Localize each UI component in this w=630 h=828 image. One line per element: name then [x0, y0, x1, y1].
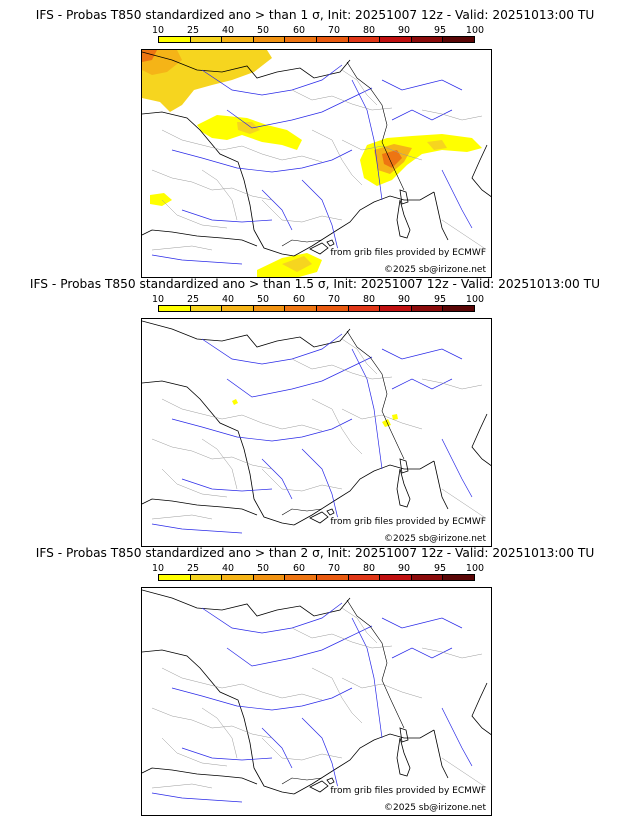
colorbar-segment [222, 37, 254, 42]
source-credit: from grib files provided by ECMWF [329, 517, 487, 527]
colorbar-segment [159, 575, 191, 580]
colorbar-segment [380, 575, 412, 580]
colorbar-segment [443, 575, 474, 580]
coastlines [142, 589, 491, 795]
colorbar-tick-label: 80 [362, 25, 376, 36]
source-credit: from grib files provided by ECMWF [329, 786, 487, 796]
colorbar-segment [411, 306, 444, 311]
colorbar-tick-label: 100 [465, 563, 485, 574]
colorbar-segment [411, 37, 444, 42]
colorbar-segment [316, 306, 349, 311]
colorbar-segment [411, 575, 444, 580]
rivers [151, 602, 473, 803]
colorbar-tick-label: 95 [433, 25, 447, 36]
colorbar-segment [348, 575, 381, 580]
rivers [151, 64, 473, 265]
colorbar-tick-label: 90 [397, 25, 411, 36]
map-title: IFS - Probas T850 standardized ano > tha… [35, 546, 595, 560]
colorbar-labels: 10 25 40 50 60 70 80 90 95 100 [0, 563, 630, 575]
colorbar-tick-label: 90 [397, 563, 411, 574]
colorbar-tick-label: 10 [151, 25, 165, 36]
borders [151, 607, 488, 789]
colorbar-segment [159, 37, 191, 42]
colorbar-segment [285, 306, 317, 311]
country-borders [281, 599, 405, 785]
probability-fields [232, 399, 398, 427]
colorbar-tick-label: 60 [292, 294, 306, 305]
map-frame: from grib files provided by ECMWF ©2025 … [141, 49, 492, 278]
colorbar-tick-label: 70 [327, 294, 341, 305]
borders [151, 338, 488, 520]
colorbar-segment [316, 37, 349, 42]
colorbar-tick-label: 50 [256, 25, 270, 36]
colorbar-segment [316, 575, 349, 580]
colorbar-tick-label: 70 [327, 25, 341, 36]
colorbar-segment [380, 37, 412, 42]
colorbar-segment [190, 306, 223, 311]
colorbar-tick-label: 90 [397, 294, 411, 305]
colorbar-labels: 10 25 40 50 60 70 80 90 95 100 [0, 294, 630, 306]
colorbar-segment [253, 575, 286, 580]
map-panel-3: IFS - Probas T850 standardized ano > tha… [0, 546, 630, 818]
map-frame: from grib files provided by ECMWF ©2025 … [141, 318, 492, 547]
source-credit: from grib files provided by ECMWF [329, 248, 487, 258]
map-title: IFS - Probas T850 standardized ano > tha… [35, 8, 595, 22]
colorbar-tick-label: 50 [256, 294, 270, 305]
colorbar-tick-label: 100 [465, 25, 485, 36]
colorbar-segment [348, 37, 381, 42]
colorbar-segment [159, 306, 191, 311]
map-canvas [142, 50, 491, 277]
colorbar-tick-label: 50 [256, 563, 270, 574]
colorbar-tick-label: 10 [151, 563, 165, 574]
colorbar-tick-label: 60 [292, 25, 306, 36]
colorbar-segment [222, 306, 254, 311]
copyright: ©2025 sb@irizone.net [383, 265, 487, 275]
colorbar [158, 574, 475, 581]
coastlines [142, 320, 491, 526]
map-title: IFS - Probas T850 standardized ano > tha… [29, 277, 601, 291]
colorbar-tick-label: 95 [433, 563, 447, 574]
colorbar-tick-label: 25 [186, 294, 200, 305]
copyright: ©2025 sb@irizone.net [383, 534, 487, 544]
copyright: ©2025 sb@irizone.net [383, 803, 487, 813]
colorbar-tick-label: 40 [221, 294, 235, 305]
rivers [151, 333, 473, 534]
colorbar-tick-label: 80 [362, 563, 376, 574]
colorbar-labels: 10 25 40 50 60 70 80 90 95 100 [0, 25, 630, 37]
colorbar [158, 36, 475, 43]
country-borders [281, 330, 405, 516]
colorbar-tick-label: 25 [186, 563, 200, 574]
probability-fields [142, 50, 482, 277]
colorbar-segment [253, 37, 286, 42]
colorbar-tick-label: 40 [221, 563, 235, 574]
colorbar-segment [443, 306, 474, 311]
map-canvas [142, 320, 491, 534]
colorbar-segment [285, 575, 317, 580]
map-canvas [142, 589, 491, 803]
colorbar-segment [380, 306, 412, 311]
colorbar-tick-label: 10 [151, 294, 165, 305]
colorbar-segment [190, 575, 223, 580]
colorbar-segment [348, 306, 381, 311]
colorbar-segment [285, 37, 317, 42]
colorbar-tick-label: 60 [292, 563, 306, 574]
colorbar-tick-label: 40 [221, 25, 235, 36]
colorbar-tick-label: 95 [433, 294, 447, 305]
colorbar-segment [253, 306, 286, 311]
colorbar [158, 305, 475, 312]
colorbar-segment [222, 575, 254, 580]
colorbar-tick-label: 100 [465, 294, 485, 305]
colorbar-tick-label: 25 [186, 25, 200, 36]
colorbar-segment [443, 37, 474, 42]
borders [151, 69, 488, 251]
colorbar-tick-label: 70 [327, 563, 341, 574]
map-panel-2: IFS - Probas T850 standardized ano > tha… [0, 277, 630, 549]
coastlines [142, 51, 491, 257]
country-borders [281, 61, 405, 247]
map-frame: from grib files provided by ECMWF ©2025 … [141, 587, 492, 816]
colorbar-tick-label: 80 [362, 294, 376, 305]
map-panel-1: IFS - Probas T850 standardized ano > tha… [0, 8, 630, 280]
colorbar-segment [190, 37, 223, 42]
